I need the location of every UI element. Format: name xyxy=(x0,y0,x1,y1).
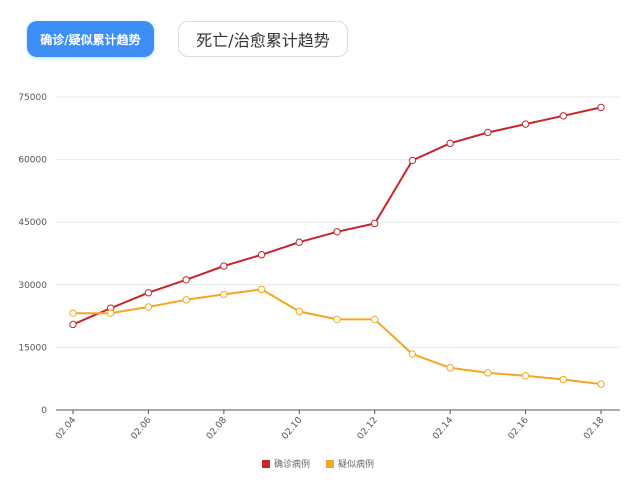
x-tick-label: 02.08 xyxy=(205,415,229,441)
series-0-point xyxy=(484,128,492,137)
series-0-point xyxy=(69,320,77,329)
series-1-point xyxy=(107,309,115,317)
legend-label-1: 疑似病例 xyxy=(338,458,374,470)
tab-death-cured-trend[interactable]: 死亡/治愈累计趋势 xyxy=(178,21,348,57)
series-0-point xyxy=(559,112,567,120)
y-tick-label: 45000 xyxy=(18,218,47,228)
y-tick-label: 60000 xyxy=(18,156,47,166)
series-1-point xyxy=(408,350,417,358)
legend-label-0: 确诊病例 xyxy=(274,458,310,470)
series-0-point xyxy=(408,156,417,165)
series-1-point xyxy=(484,369,492,377)
x-tick-label: 02.10 xyxy=(280,415,304,441)
series-0-point xyxy=(521,120,530,128)
series-1-point xyxy=(597,380,605,388)
series-1-point xyxy=(295,307,303,316)
x-tick-label: 02.16 xyxy=(507,415,531,441)
y-tick-label: 15000 xyxy=(18,343,47,353)
series-1-point xyxy=(446,364,454,372)
x-tick-label: 02.06 xyxy=(130,415,154,441)
series-1-point xyxy=(144,303,153,311)
series-1-point xyxy=(220,290,228,299)
y-tick-label: 0 xyxy=(41,406,47,416)
series-1-point xyxy=(333,315,341,324)
series-0-point xyxy=(257,251,266,259)
series-0-point xyxy=(446,139,454,148)
series-line-1 xyxy=(73,288,602,386)
series-0-point xyxy=(333,228,341,236)
series-0-point xyxy=(144,289,153,297)
series-1-point xyxy=(521,372,530,380)
y-tick-label: 30000 xyxy=(18,281,47,291)
x-tick-label: 02.04 xyxy=(54,415,78,441)
series-1-point xyxy=(371,315,379,324)
y-tick-label: 75000 xyxy=(18,93,47,103)
x-tick-label: 02.14 xyxy=(431,415,455,441)
series-0-point xyxy=(295,238,303,246)
legend-swatch-1 xyxy=(326,460,334,468)
series-1-point xyxy=(182,296,190,304)
series-0-point xyxy=(371,219,379,228)
tab-confirmed-suspected-trend[interactable]: 确诊/疑似累计趋势 xyxy=(27,21,154,57)
x-tick-label: 02.12 xyxy=(356,416,380,442)
series-0-point xyxy=(597,103,605,112)
series-1-point xyxy=(69,309,77,317)
legend-swatch-0 xyxy=(262,460,270,468)
series-0-point xyxy=(220,262,228,270)
series-0-point xyxy=(182,276,190,284)
series-line-0 xyxy=(72,106,602,326)
series-1-point xyxy=(559,375,567,384)
series-1-point xyxy=(257,285,266,294)
x-tick-label: 02.18 xyxy=(582,415,606,441)
